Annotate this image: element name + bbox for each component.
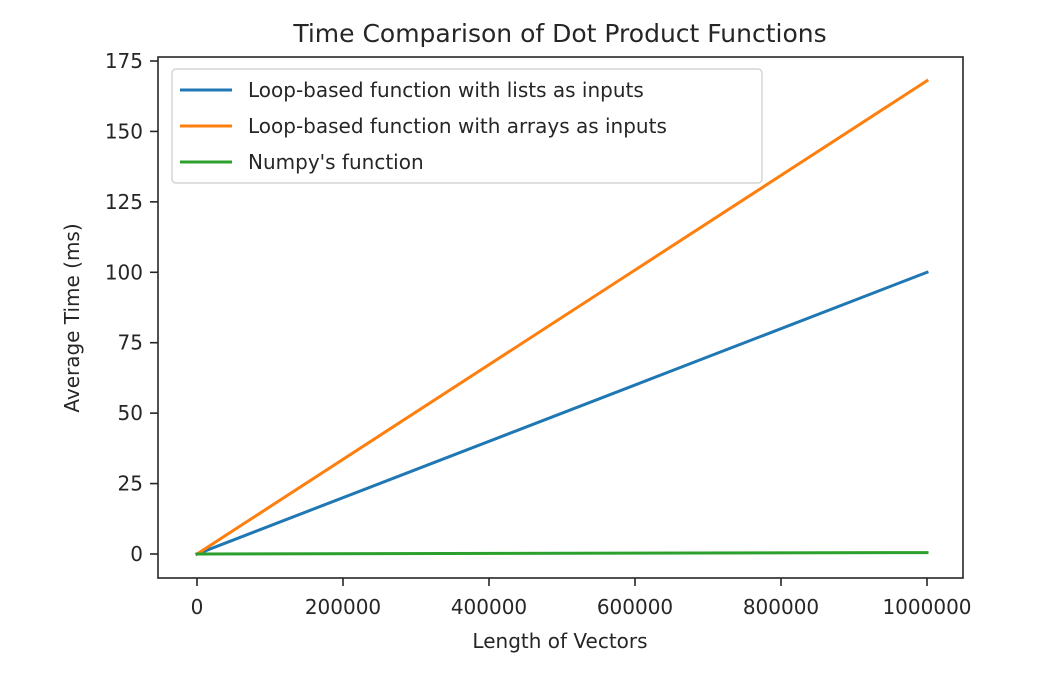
x-tick-label: 600000	[597, 595, 673, 619]
y-tick-label: 150	[105, 119, 143, 143]
x-tick-label: 800000	[743, 595, 819, 619]
legend-label: Loop-based function with lists as inputs	[248, 78, 644, 102]
y-tick-label: 100	[105, 260, 143, 284]
y-axis-label: Average Time (ms)	[60, 223, 84, 412]
y-tick-label: 0	[130, 542, 143, 566]
legend-label: Numpy's function	[248, 150, 424, 174]
y-tick-label: 125	[105, 190, 143, 214]
x-tick-label: 0	[191, 595, 204, 619]
x-tick-label: 1000000	[882, 595, 971, 619]
y-tick-label: 25	[118, 472, 143, 496]
legend: Loop-based function with lists as inputs…	[171, 68, 763, 184]
x-axis-ticks: 0 200000 400000 600000 800000 1000000	[191, 578, 972, 619]
series-line-0	[195, 270, 929, 556]
plot-area	[194, 78, 930, 557]
x-tick-label: 200000	[305, 595, 381, 619]
x-axis-label: Length of Vectors	[472, 629, 647, 653]
series-line-1	[194, 78, 930, 557]
x-tick-label: 400000	[451, 595, 527, 619]
series-line-2	[195, 551, 929, 556]
y-tick-label: 175	[105, 49, 143, 73]
y-tick-label: 75	[118, 331, 143, 355]
axes-frame	[157, 56, 964, 579]
y-tick-label: 50	[118, 401, 143, 425]
chart-title: Time Comparison of Dot Product Functions	[292, 19, 826, 48]
legend-label: Loop-based function with arrays as input…	[248, 114, 667, 138]
legend-box	[171, 68, 763, 184]
y-axis-ticks: 0 25 50 75 100 125 150 175	[105, 49, 158, 566]
